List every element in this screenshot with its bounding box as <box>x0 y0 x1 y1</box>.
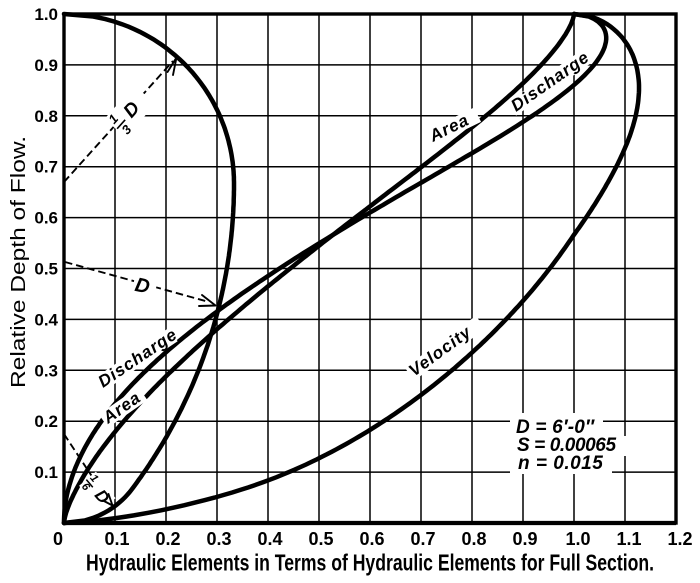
svg-text:0: 0 <box>53 529 63 549</box>
svg-text:0.4: 0.4 <box>257 529 282 549</box>
svg-text:1.0: 1.0 <box>565 529 590 549</box>
svg-text:0.7: 0.7 <box>410 529 435 549</box>
svg-text:D = 6′-0″: D = 6′-0″ <box>516 417 595 438</box>
svg-text:0.6: 0.6 <box>359 529 384 549</box>
svg-text:0.9: 0.9 <box>34 56 58 75</box>
svg-text:1.1: 1.1 <box>616 529 641 549</box>
svg-text:0.9: 0.9 <box>512 529 537 549</box>
svg-text:0.4: 0.4 <box>34 310 58 329</box>
svg-text:0.3: 0.3 <box>206 529 231 549</box>
svg-text:0.5: 0.5 <box>308 529 333 549</box>
svg-text:0.3: 0.3 <box>34 361 58 380</box>
svg-text:Relative Depth of Flow.: Relative Depth of Flow. <box>8 136 30 388</box>
svg-text:0.1: 0.1 <box>104 529 129 549</box>
svg-text:Hydraulic Elements in Terms of: Hydraulic Elements in Terms of Hydraulic… <box>86 550 654 576</box>
svg-text:0.1: 0.1 <box>34 463 58 482</box>
svg-text:0.5: 0.5 <box>34 260 58 279</box>
svg-text:S = 0.00065: S = 0.00065 <box>517 435 616 456</box>
svg-text:0.8: 0.8 <box>34 107 58 126</box>
svg-text:0.8: 0.8 <box>461 529 486 549</box>
svg-text:0.2: 0.2 <box>155 529 180 549</box>
svg-text:1.0: 1.0 <box>34 5 58 24</box>
svg-text:1.2: 1.2 <box>667 529 692 549</box>
svg-text:0.2: 0.2 <box>34 412 58 431</box>
svg-text:0.6: 0.6 <box>34 209 58 228</box>
svg-text:D: D <box>133 274 152 299</box>
svg-text:0.7: 0.7 <box>34 158 58 177</box>
svg-text:n = 0.015: n = 0.015 <box>518 453 603 474</box>
